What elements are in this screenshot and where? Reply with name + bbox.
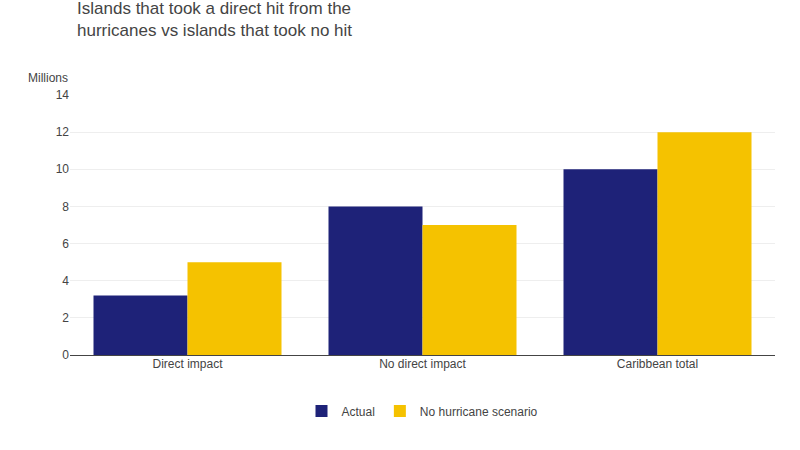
svg-text:0: 0 (62, 348, 69, 362)
svg-text:Direct impact: Direct impact (152, 357, 223, 371)
svg-text:Islands that took a direct hit: Islands that took a direct hit from theh… (77, 0, 352, 40)
svg-text:Millions: Millions (28, 71, 68, 85)
svg-text:No hurricane scenario: No hurricane scenario (420, 405, 538, 419)
svg-text:Caribbean total: Caribbean total (617, 357, 698, 371)
svg-text:2: 2 (62, 311, 69, 325)
svg-text:12: 12 (56, 125, 70, 139)
svg-text:Actual: Actual (342, 405, 375, 419)
svg-text:8: 8 (62, 200, 69, 214)
svg-text:14: 14 (56, 88, 70, 102)
svg-text:4: 4 (62, 274, 69, 288)
svg-text:No direct impact: No direct impact (379, 357, 466, 371)
svg-text:10: 10 (56, 162, 70, 176)
svg-text:6: 6 (62, 237, 69, 251)
